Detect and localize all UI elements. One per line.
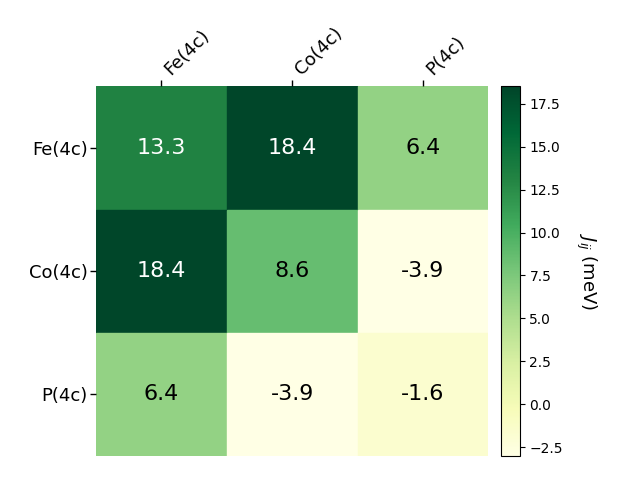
Bar bbox=[358, 333, 488, 456]
Text: 6.4: 6.4 bbox=[405, 138, 440, 158]
Text: 8.6: 8.6 bbox=[275, 261, 310, 281]
Bar bbox=[227, 86, 358, 210]
Bar bbox=[227, 210, 358, 333]
Text: 18.4: 18.4 bbox=[137, 261, 186, 281]
Text: -1.6: -1.6 bbox=[401, 384, 445, 404]
Bar bbox=[358, 210, 488, 333]
Text: 6.4: 6.4 bbox=[144, 384, 179, 404]
Bar bbox=[96, 86, 227, 210]
Bar bbox=[96, 210, 227, 333]
Text: -3.9: -3.9 bbox=[401, 261, 445, 281]
Text: 13.3: 13.3 bbox=[137, 138, 186, 158]
Bar bbox=[96, 333, 227, 456]
Bar bbox=[227, 333, 358, 456]
Bar bbox=[358, 86, 488, 210]
Text: 18.4: 18.4 bbox=[268, 138, 317, 158]
Text: -3.9: -3.9 bbox=[271, 384, 314, 404]
Y-axis label: $J_{ij}$ (meV): $J_{ij}$ (meV) bbox=[574, 233, 598, 310]
